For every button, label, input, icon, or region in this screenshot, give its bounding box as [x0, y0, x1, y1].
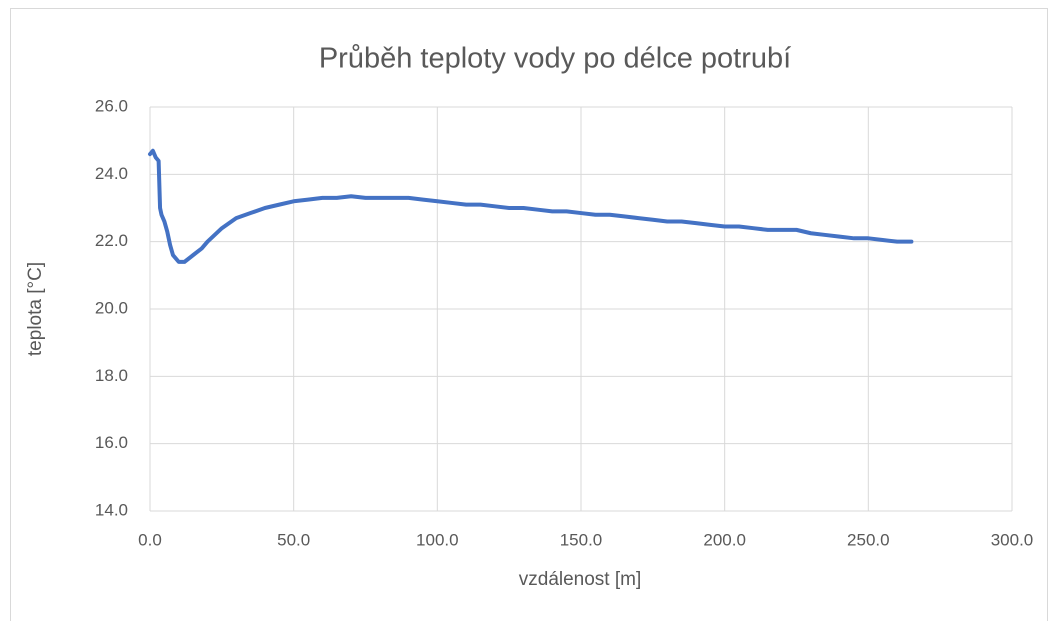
y-tick-label: 16.0 [95, 433, 128, 452]
x-tick-label: 0.0 [138, 530, 162, 549]
x-tick-label: 200.0 [703, 530, 746, 549]
x-tick-label: 300.0 [991, 530, 1034, 549]
x-tick-label: 150.0 [560, 530, 603, 549]
y-tick-label: 24.0 [95, 164, 128, 183]
x-tick-label: 100.0 [416, 530, 459, 549]
chart-border [10, 8, 1048, 621]
y-tick-label: 14.0 [95, 500, 128, 519]
chart-title: Průběh teploty vody po délce potrubí [319, 43, 791, 75]
y-tick-label: 20.0 [95, 298, 128, 317]
x-tick-label: 50.0 [277, 530, 310, 549]
y-tick-label: 26.0 [95, 96, 128, 115]
y-axis-title: teplota [°C] [25, 262, 46, 356]
data-line [148, 148, 914, 264]
y-tick-label: 18.0 [95, 366, 128, 385]
x-tick-label: 250.0 [847, 530, 890, 549]
y-tick-label: 22.0 [95, 231, 128, 250]
x-axis-title: vzdálenost [m] [519, 569, 642, 590]
